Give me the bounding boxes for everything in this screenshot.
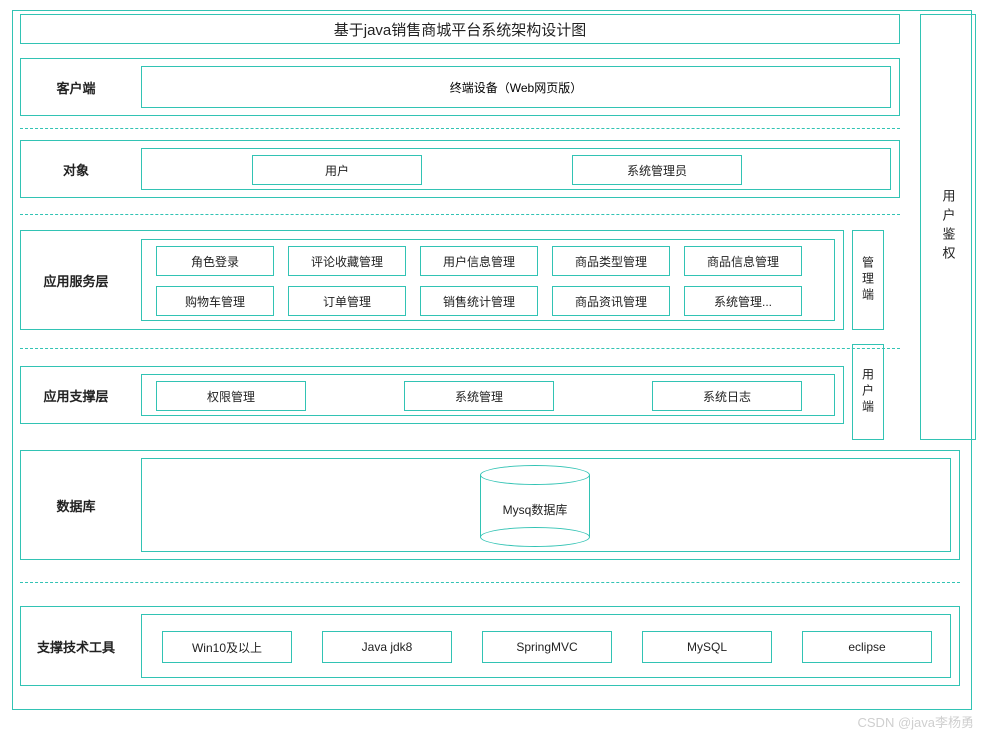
svc-product-type: 商品类型管理	[552, 246, 670, 276]
tech-jdk8: Java jdk8	[322, 631, 452, 663]
svc-order: 订单管理	[288, 286, 406, 316]
object-user: 用户	[252, 155, 422, 185]
svc-user-info: 用户信息管理	[420, 246, 538, 276]
side-admin-end-label: 管理端	[860, 256, 877, 304]
diagram-title: 基于java销售商城平台系统架构设计图	[20, 14, 900, 44]
object-admin: 系统管理员	[572, 155, 742, 185]
layer-database-label: 数据库	[21, 451, 131, 559]
svc-sales-stat: 销售统计管理	[420, 286, 538, 316]
layer-service: 应用服务层 角色登录 评论收藏管理 用户信息管理 商品类型管理 商品信息管理 购…	[20, 230, 844, 330]
svc-role-login: 角色登录	[156, 246, 274, 276]
support-log: 系统日志	[652, 381, 802, 411]
tech-mysql: MySQL	[642, 631, 772, 663]
layer-support-body: 权限管理 系统管理 系统日志	[141, 374, 835, 416]
layer-object: 对象 用户 系统管理员	[20, 140, 900, 198]
layer-object-label: 对象	[21, 141, 131, 197]
layer-tech-label: 支撑技术工具	[21, 607, 131, 685]
svc-cart: 购物车管理	[156, 286, 274, 316]
layer-support: 应用支撑层 权限管理 系统管理 系统日志	[20, 366, 844, 424]
client-inner: 终端设备（Web网页版）	[142, 67, 890, 107]
side-panel-user-end: 用户端	[852, 344, 884, 440]
cylinder-top	[480, 465, 590, 485]
separator-5	[20, 582, 960, 583]
layer-client-label: 客户端	[21, 59, 131, 115]
layer-tech: 支撑技术工具 Win10及以上 Java jdk8 SpringMVC MySQ…	[20, 606, 960, 686]
layer-support-label: 应用支撑层	[21, 367, 131, 423]
layer-tech-body: Win10及以上 Java jdk8 SpringMVC MySQL eclip…	[141, 614, 951, 678]
tech-win10: Win10及以上	[162, 631, 292, 663]
side-panel-admin-end: 管理端	[852, 230, 884, 330]
tech-springmvc: SpringMVC	[482, 631, 612, 663]
tech-eclipse: eclipse	[802, 631, 932, 663]
side-user-end-label: 用户端	[860, 368, 877, 416]
svc-review-fav: 评论收藏管理	[288, 246, 406, 276]
separator-1	[20, 128, 900, 129]
svc-product-news: 商品资讯管理	[552, 286, 670, 316]
layer-object-body: 用户 系统管理员	[141, 148, 891, 190]
separator-3	[20, 348, 900, 349]
layer-client: 客户端 终端设备（Web网页版）	[20, 58, 900, 116]
svc-product-info: 商品信息管理	[684, 246, 802, 276]
layer-service-body: 角色登录 评论收藏管理 用户信息管理 商品类型管理 商品信息管理 购物车管理 订…	[141, 239, 835, 321]
side-panel-auth: 用户鉴权	[920, 14, 976, 440]
watermark: CSDN @java李杨勇	[858, 712, 975, 731]
svc-system-mgmt: 系统管理...	[684, 286, 802, 316]
layer-service-label: 应用服务层	[21, 231, 131, 329]
database-cylinder: Mysq数据库	[480, 465, 590, 547]
side-auth-label: 用户鉴权	[939, 189, 958, 265]
title-text: 基于java销售商城平台系统架构设计图	[334, 19, 587, 40]
layer-database: 数据库 Mysq数据库	[20, 450, 960, 560]
support-sys: 系统管理	[404, 381, 554, 411]
support-perm: 权限管理	[156, 381, 306, 411]
separator-2	[20, 214, 900, 215]
layer-client-body: 终端设备（Web网页版）	[141, 66, 891, 108]
layer-database-body: Mysq数据库	[141, 458, 951, 552]
